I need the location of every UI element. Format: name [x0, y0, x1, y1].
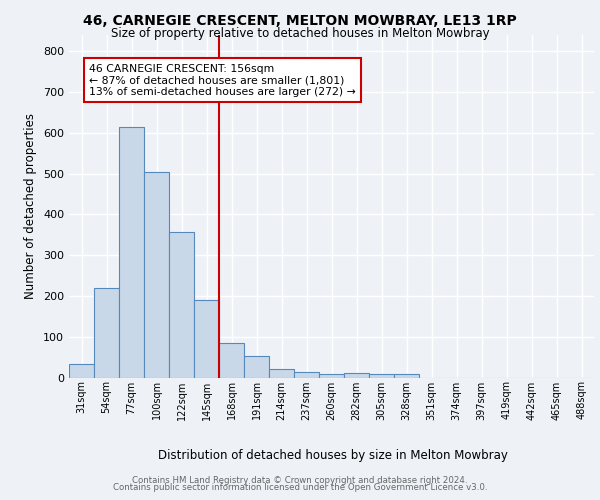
Bar	[244, 356, 269, 378]
Bar	[69, 364, 94, 378]
Text: 46 CARNEGIE CRESCENT: 156sqm
← 87% of detached houses are smaller (1,801)
13% of: 46 CARNEGIE CRESCENT: 156sqm ← 87% of de…	[89, 64, 356, 96]
Text: Size of property relative to detached houses in Melton Mowbray: Size of property relative to detached ho…	[110, 28, 490, 40]
Text: Distribution of detached houses by size in Melton Mowbray: Distribution of detached houses by size …	[158, 450, 508, 462]
Bar	[169, 232, 194, 378]
Bar	[294, 372, 319, 378]
Bar	[94, 288, 119, 378]
Text: 46, CARNEGIE CRESCENT, MELTON MOWBRAY, LE13 1RP: 46, CARNEGIE CRESCENT, MELTON MOWBRAY, L…	[83, 14, 517, 28]
Bar	[219, 343, 244, 378]
Bar	[344, 374, 369, 378]
Bar	[319, 374, 344, 378]
Bar	[119, 126, 144, 378]
Bar	[369, 374, 394, 378]
Y-axis label: Number of detached properties: Number of detached properties	[25, 114, 37, 299]
Bar	[394, 374, 419, 378]
Bar	[144, 172, 169, 378]
Text: Contains public sector information licensed under the Open Government Licence v3: Contains public sector information licen…	[113, 484, 487, 492]
Text: Contains HM Land Registry data © Crown copyright and database right 2024.: Contains HM Land Registry data © Crown c…	[132, 476, 468, 485]
Bar	[269, 368, 294, 378]
Bar	[194, 300, 219, 378]
